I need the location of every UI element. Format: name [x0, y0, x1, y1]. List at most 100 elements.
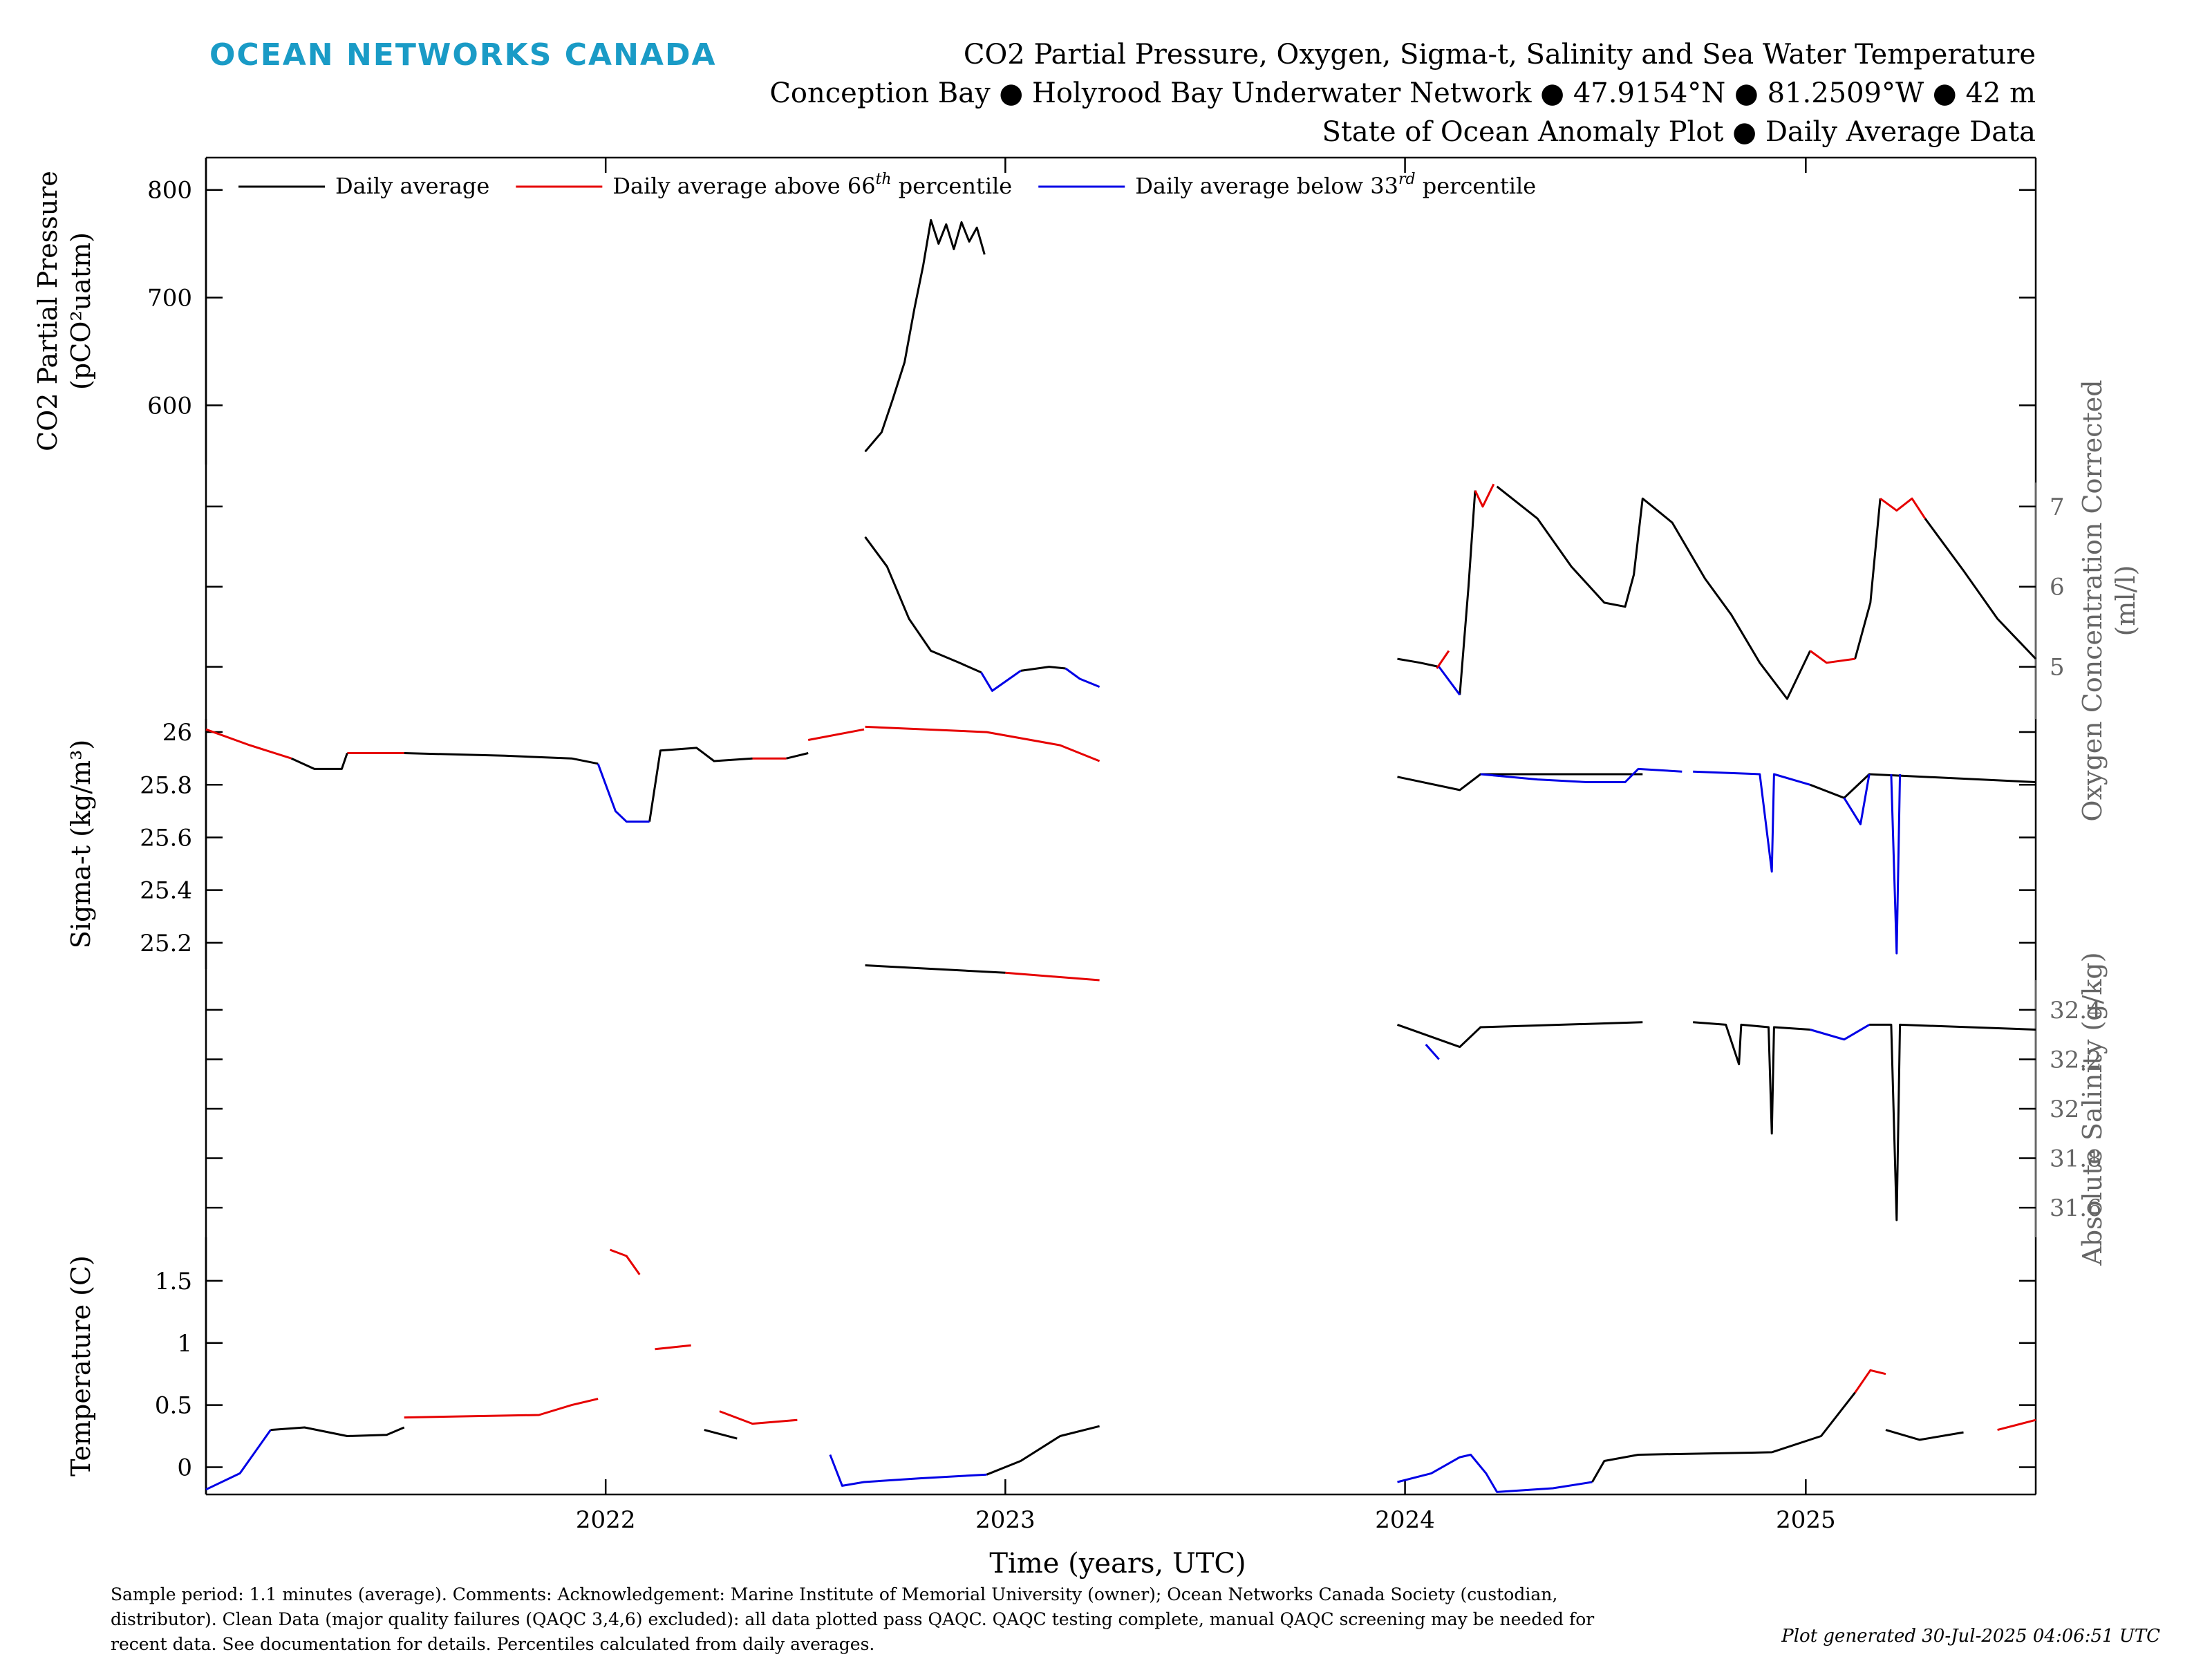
oxygen-series-below [980, 670, 1022, 692]
sigma_t-series-above [807, 728, 865, 741]
sigma_t-series-below [1843, 774, 1871, 825]
salinity-y-tick-label: 31.6 [2050, 1194, 2102, 1222]
oxygen-series-below [1065, 667, 1100, 688]
plot-generated-note: Plot generated 30-Jul-2025 04:06:51 UTC [1781, 1626, 2160, 1647]
salinity-y-tick-label: 32.2 [2050, 1046, 2102, 1074]
sigma_t-series-below [1480, 767, 1683, 783]
footer-line-2: distributor). Clean Data (major quality … [111, 1609, 1594, 1629]
title-line-1: CO2 Partial Pressure, Oxygen, Sigma-t, S… [964, 39, 2036, 71]
temperature-y-tick-label: 0.5 [155, 1392, 192, 1420]
oxygen-series-avg [1020, 666, 1066, 672]
x-axis-label: Time (years, UTC) [989, 1548, 1246, 1580]
oxygen-series-avg [1496, 485, 1812, 700]
footer-line-3: recent data. See documentation for detai… [111, 1634, 874, 1654]
x-tick-label: 2024 [1375, 1506, 1435, 1534]
salinity-y-axis-label: Absolute Salinity (g/kg) [2077, 952, 2108, 1266]
sigma_t-series-avg [1810, 773, 2036, 799]
temperature-series-avg [704, 1429, 738, 1440]
sigma_t-y-axis-label: Sigma-t (kg/m³) [66, 740, 96, 948]
co2-y-axis-label: CO2 Partial Pressure [32, 171, 63, 451]
legend-entry: Daily average below 33rd percentile [1038, 171, 1536, 199]
co2-y-tick-label: 700 [147, 285, 192, 312]
logo-text: OCEAN NETWORKS CANADA [209, 37, 717, 73]
sigma_t-y-tick-label: 25.2 [140, 930, 192, 957]
legend: Daily average Daily average above 66th pe… [238, 171, 1536, 199]
legend-label: Daily average [335, 173, 489, 199]
temperature-series-avg [986, 1425, 1100, 1476]
footer-notes: Sample period: 1.1 minutes (average). Co… [111, 1584, 1594, 1654]
legend-label: Daily average below 33rd percentile [1135, 171, 1536, 199]
temperature-series-avg [1885, 1429, 1964, 1441]
sigma_t-series-avg [1397, 773, 1643, 791]
title-line-3: State of Ocean Anomaly Plot ● Daily Aver… [1322, 116, 2036, 148]
oxygen-y-tick-label: 5 [2050, 654, 2065, 682]
sigma_t-series-below [1890, 774, 1902, 955]
legend-entry: Daily average [238, 173, 489, 199]
co2-y-tick-label: 600 [147, 392, 192, 420]
temperature-series-above [1854, 1369, 1886, 1394]
temperature-series-above [1997, 1418, 2036, 1432]
axes-layer: 2022 2023 2024 2025 600 700 800 CO2 Partial Pre… [32, 156, 2141, 1534]
oxygen-y-tick-label: 7 [2050, 494, 2065, 521]
temperature-y-tick-label: 1.5 [155, 1268, 192, 1295]
temperature-series-avg [270, 1426, 405, 1437]
salinity-series-avg [1396, 1021, 1643, 1049]
sigma_t-series-avg [404, 752, 599, 765]
temperature-series-below [1397, 1454, 1593, 1493]
co2-y-axis-label: (pCO²uatm) [66, 232, 96, 390]
sigma_t-series-avg [786, 752, 809, 760]
sigma_t-series-above [205, 728, 292, 760]
sigma_t-y-tick-label: 25.8 [140, 771, 192, 799]
temperature-series-above [404, 1398, 599, 1419]
co2-series-avg [864, 218, 986, 453]
salinity-y-tick-label: 32 [2050, 1096, 2079, 1123]
oxygen-series-avg [1459, 490, 1477, 695]
oxygen-series-above [1474, 483, 1495, 508]
temperature-series-avg [1591, 1391, 1856, 1483]
temperature-series-above [609, 1248, 641, 1275]
temperature-series-below [829, 1454, 987, 1487]
sigma_t-series-avg [290, 753, 348, 770]
salinity-y-tick-label: 31.8 [2050, 1145, 2102, 1173]
sigma_t-series-avg [648, 747, 753, 822]
plot-layer [205, 218, 2037, 1493]
oxygen-series-below [1438, 666, 1461, 696]
temperature-series-below [205, 1429, 272, 1491]
oxygen-y-tick-label: 6 [2050, 574, 2065, 601]
x-tick-label: 2022 [576, 1506, 636, 1534]
sigma_t-series-above [865, 725, 1100, 762]
legend-label: Daily average above 66th percentile [612, 171, 1012, 199]
sigma_t-y-tick-label: 26 [162, 719, 192, 747]
co2-y-tick-label: 800 [147, 177, 192, 205]
sigma_t-y-tick-label: 25.6 [140, 824, 192, 852]
oxygen-series-avg [1924, 518, 2037, 660]
legend-entry: Daily average above 66th percentile [516, 171, 1012, 199]
temperature-y-tick-label: 1 [177, 1330, 192, 1358]
oxygen-y-axis-label: Oxygen Concentration Corrected [2077, 379, 2108, 821]
oxygen-series-avg [1854, 498, 1882, 659]
chart-title: CO2 Partial Pressure, Oxygen, Sigma-t, S… [769, 39, 2036, 148]
salinity-series-above [1005, 971, 1100, 982]
salinity-y-tick-label: 32.4 [2050, 997, 2102, 1024]
sigma_t-series-below [1693, 770, 1811, 873]
footer-line-1: Sample period: 1.1 minutes (average). Co… [111, 1584, 1557, 1604]
temperature-y-tick-label: 0 [177, 1454, 192, 1481]
temperature-y-axis-label: Temperature (C) [66, 1255, 96, 1477]
x-tick-label: 2025 [1776, 1506, 1836, 1534]
oxygen-series-above [1436, 650, 1450, 669]
oxygen-series-above [1880, 497, 1927, 520]
salinity-series-avg [1693, 1021, 1810, 1135]
salinity-series-below [1425, 1044, 1440, 1060]
oxygen-series-avg [864, 536, 982, 674]
salinity-series-below [1810, 1024, 1870, 1041]
sigma_t-series-below [597, 763, 650, 823]
sigma_t-y-tick-label: 25.4 [140, 877, 192, 905]
x-tick-label: 2023 [975, 1506, 1035, 1534]
title-line-2: Conception Bay ● Holyrood Bay Underwater… [769, 77, 2036, 109]
temperature-series-above [655, 1344, 691, 1351]
oxygen-series-above [1809, 650, 1855, 664]
temperature-series-above [719, 1410, 798, 1425]
oxygen-series-avg [1397, 657, 1440, 668]
salinity-series-avg [1869, 1023, 2036, 1221]
